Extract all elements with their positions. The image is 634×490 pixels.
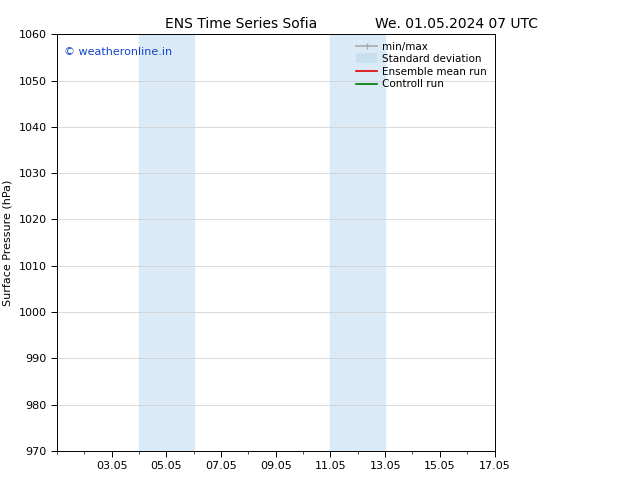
Text: We. 01.05.2024 07 UTC: We. 01.05.2024 07 UTC <box>375 17 538 31</box>
Bar <box>330 34 385 451</box>
Bar <box>139 34 194 451</box>
Text: ENS Time Series Sofia: ENS Time Series Sofia <box>165 17 317 31</box>
Y-axis label: Surface Pressure (hPa): Surface Pressure (hPa) <box>3 179 13 306</box>
Text: © weatheronline.in: © weatheronline.in <box>63 47 172 57</box>
Legend: min/max, Standard deviation, Ensemble mean run, Controll run: min/max, Standard deviation, Ensemble me… <box>354 40 489 92</box>
